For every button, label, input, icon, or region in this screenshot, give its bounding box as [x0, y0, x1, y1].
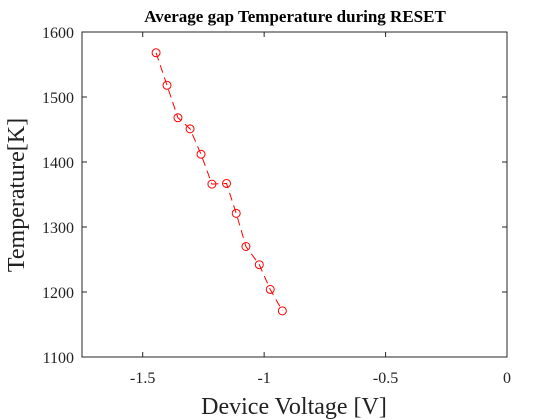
- data-point: [196, 149, 206, 159]
- axis-ticks: [82, 31, 508, 358]
- data-point: [254, 260, 264, 270]
- y-tick-label: 1500: [42, 90, 74, 107]
- y-tick-label: 1300: [42, 220, 74, 237]
- data-point: [241, 242, 251, 251]
- axis-tick-labels: -1.5 -1 -0.5 0 1100 1200 1300 1400 1500 1600: [42, 25, 511, 387]
- y-tick-label: 1200: [42, 285, 74, 302]
- x-tick-label: -0.5: [373, 370, 398, 387]
- y-tick-label: 1600: [42, 25, 74, 42]
- y-tick-label: 1400: [42, 155, 74, 172]
- data-point: [207, 179, 217, 189]
- y-tick-label: 1100: [43, 350, 74, 367]
- x-tick-label: -1: [257, 370, 270, 387]
- data-point: [185, 124, 195, 134]
- plot-frame: [81, 31, 508, 358]
- x-axis-label: Device Voltage [V]: [201, 394, 387, 420]
- series-line: [155, 52, 283, 312]
- data-point: [231, 208, 241, 218]
- data-point: [162, 80, 172, 90]
- data-point: [222, 178, 231, 188]
- data-point: [277, 306, 287, 316]
- data-series: [151, 48, 287, 316]
- chart-title: Average gap Temperature during RESET: [144, 7, 446, 26]
- data-point: [151, 48, 161, 58]
- x-tick-label: -1.5: [130, 370, 155, 387]
- data-point: [173, 113, 183, 123]
- data-point: [265, 284, 275, 294]
- x-tick-label: 0: [503, 370, 511, 387]
- y-axis-label: Temperature[K]: [4, 118, 30, 272]
